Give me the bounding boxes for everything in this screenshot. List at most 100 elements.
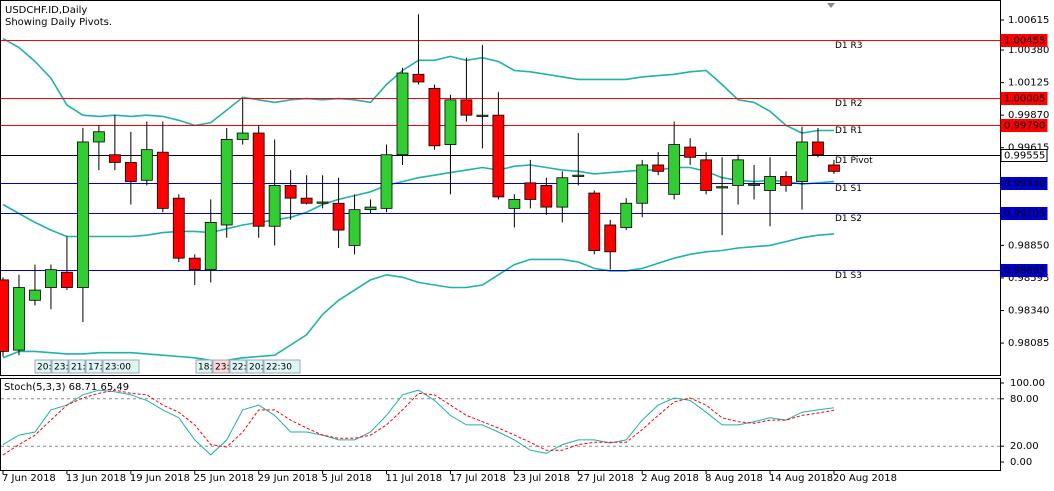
price-box-label: 0.98655 (1004, 266, 1045, 277)
candle-body (204, 222, 217, 271)
session-box (85, 359, 103, 374)
x-tick-label: 25 Jun 2018 (194, 473, 254, 484)
pivot-name: D1 Pivot (835, 156, 873, 166)
candle-body (77, 141, 89, 288)
x-tick-label: 14 Aug 2018 (769, 473, 833, 484)
candle-body (61, 271, 73, 288)
session-label: 23: (54, 363, 68, 373)
x-tick-label: 11 Jul 2018 (386, 473, 443, 484)
y-tick-label: 1.00125 (1008, 78, 1049, 89)
y-tick-label: 0.98595 (1008, 273, 1049, 284)
candle-body (588, 192, 601, 251)
session-box (246, 359, 264, 374)
candle-body (524, 182, 537, 200)
candle-body (172, 197, 185, 259)
price-box (1000, 207, 1048, 220)
session-label: 18: (198, 363, 212, 373)
session-box (68, 359, 86, 374)
y-tick-label: 1.00615 (1008, 15, 1049, 26)
session-label: 23:00 (105, 363, 131, 373)
price-box-label: 0.99340 (1004, 179, 1045, 190)
candle-body (380, 154, 393, 209)
candle-body (108, 154, 121, 163)
session-label: 23: (215, 363, 229, 373)
candle-body (220, 139, 233, 226)
pivot-name: D1 R1 (835, 126, 863, 136)
bollinger-band (2, 233, 835, 362)
candle-body (812, 141, 824, 156)
price-box (1000, 264, 1048, 277)
candle-body (252, 132, 265, 227)
candle-body (396, 72, 409, 156)
chart-title: USDCHF.ID,Daily (5, 5, 87, 16)
bollinger-band (2, 164, 835, 238)
candle-body (604, 224, 617, 253)
x-tick-label: 17 Jul 2018 (449, 473, 506, 484)
x-tick-label: 5 Jul 2018 (322, 473, 372, 484)
x-tick-label: 13 Jun 2018 (66, 473, 126, 484)
stoch-panel (0, 378, 1001, 471)
price-box (1000, 34, 1048, 47)
y-tick-label: 20.00 (1010, 441, 1039, 452)
x-tick-label: 20 Aug 2018 (833, 473, 897, 484)
price-box (1000, 177, 1048, 190)
y-tick-label: 80.00 (1010, 394, 1039, 405)
candle-body (636, 164, 649, 204)
candle-body (268, 184, 281, 227)
session-label: 22:30 (266, 363, 292, 373)
y-tick-label: 0.99615 (1008, 143, 1049, 154)
candle-body (780, 176, 792, 186)
shift-marker (827, 3, 835, 8)
candle-body (428, 87, 441, 147)
price-box-label: 1.00005 (1004, 94, 1045, 105)
stoch-line (2, 389, 835, 456)
candle-body (572, 174, 585, 177)
session-label: 21: (71, 363, 85, 373)
stoch-line (2, 389, 835, 456)
candle-body (236, 132, 249, 140)
candle-body (156, 151, 169, 209)
candle-body (652, 164, 665, 172)
candle-body (540, 184, 553, 208)
pivot-name: D1 S2 (835, 214, 862, 224)
chart-layer: 1.00615 1.00380 1.00125 0.99870 0.99615 0.988… (0, 14, 1049, 484)
candle-body (284, 184, 297, 199)
y-tick-label: 0.98340 (1008, 306, 1049, 317)
candle-body (188, 257, 201, 271)
session-label: 20: (37, 363, 51, 373)
candle-body (508, 199, 521, 209)
price-box-label: 1.00455 (1004, 36, 1045, 47)
candle-body (668, 144, 681, 195)
x-tick-label: 29 Jun 2018 (258, 473, 318, 484)
price-box-label: 0.99790 (1004, 121, 1045, 132)
x-tick-label: 8 Aug 2018 (705, 473, 763, 484)
y-tick-label: 0.00 (1010, 457, 1032, 468)
x-tick-label: 27 Jul 2018 (577, 473, 634, 484)
session-box (263, 359, 301, 374)
candle-body (796, 141, 808, 182)
price-box-label: 0.99105 (1004, 209, 1045, 220)
y-tick-label: 100.00 (1010, 378, 1045, 389)
price-box (1000, 149, 1048, 162)
pivot-name: D1 R2 (835, 99, 863, 109)
candle-body (316, 201, 329, 204)
candle-body (732, 159, 744, 186)
y-tick-label: 0.98850 (1008, 240, 1049, 251)
candle-body (556, 177, 569, 208)
pivot-name: D1 S1 (835, 184, 862, 194)
candle-body (13, 287, 25, 351)
stoch-title: Stoch(5,3,3) 68.71 65.49 (4, 382, 129, 393)
candle-body (124, 162, 137, 182)
candle-body (29, 289, 41, 301)
candle-body (828, 164, 840, 172)
price-box (1000, 119, 1048, 132)
x-tick-label: 2 Aug 2018 (641, 473, 699, 484)
x-tick-label: 19 Jun 2018 (130, 473, 190, 484)
candle-body (140, 149, 153, 181)
session-box (212, 359, 230, 374)
session-label: 22: (232, 363, 246, 373)
price-box (1000, 92, 1048, 105)
candle-body (300, 197, 313, 204)
candle-body (700, 159, 713, 191)
candle-body (764, 176, 776, 191)
